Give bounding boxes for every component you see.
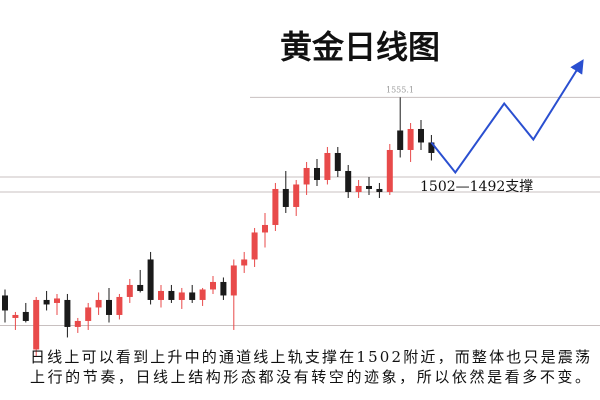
- candle-body: [106, 299, 112, 315]
- caption-line: 上行的节奏，日线上结构形态都没有转空的迹象，所以依然是看多不变。: [30, 368, 590, 386]
- candle-body: [168, 290, 175, 300]
- candle-body: [324, 152, 331, 180]
- candle-body: [199, 289, 206, 300]
- candle-body: [251, 232, 258, 260]
- chart-title: 黄金日线图: [280, 28, 440, 66]
- candle-body: [262, 224, 268, 233]
- candle-body: [230, 265, 237, 296]
- candle-body: [376, 188, 383, 192]
- candle-body: [147, 259, 154, 300]
- candle-body: [189, 292, 196, 300]
- candle-body: [334, 152, 341, 171]
- level-label: 1555.1: [386, 85, 414, 94]
- candle-body: [22, 311, 29, 321]
- candle-body: [345, 170, 352, 192]
- forecast-line: [430, 59, 584, 175]
- candle-body: [64, 299, 71, 327]
- candle-body: [272, 188, 279, 225]
- candle-body: [12, 314, 19, 318]
- candle-body: [407, 128, 414, 150]
- candle-body: [158, 290, 164, 300]
- candle-body: [366, 185, 372, 189]
- candle-body: [241, 259, 248, 266]
- candle-body: [137, 284, 144, 291]
- candle-body: [314, 167, 320, 180]
- candle-body: [74, 320, 81, 327]
- candle-body: [116, 296, 123, 315]
- candle-body: [210, 281, 216, 290]
- candle-body: [397, 130, 404, 150]
- candle-body: [85, 307, 92, 321]
- support-annotation: 1502—1492支撑: [420, 179, 533, 195]
- candle-body: [303, 167, 310, 185]
- candle-body: [428, 142, 435, 153]
- candle-body: [220, 281, 227, 296]
- candle-body: [95, 299, 102, 308]
- caption-line: 日线上可以看到上升中的通道线上轨支撑在1502附近，而整体也只是震荡: [30, 348, 590, 366]
- candle-body: [178, 292, 185, 300]
- candle-body: [355, 185, 362, 192]
- candle-body: [33, 299, 40, 350]
- candle-body: [386, 149, 393, 192]
- candle-body: [43, 299, 50, 305]
- candle-body: [126, 284, 133, 297]
- candle-body: [282, 188, 289, 207]
- candle-body: [293, 184, 300, 207]
- candle-body: [2, 295, 8, 311]
- candle-body: [418, 128, 424, 143]
- candle-body: [54, 298, 60, 303]
